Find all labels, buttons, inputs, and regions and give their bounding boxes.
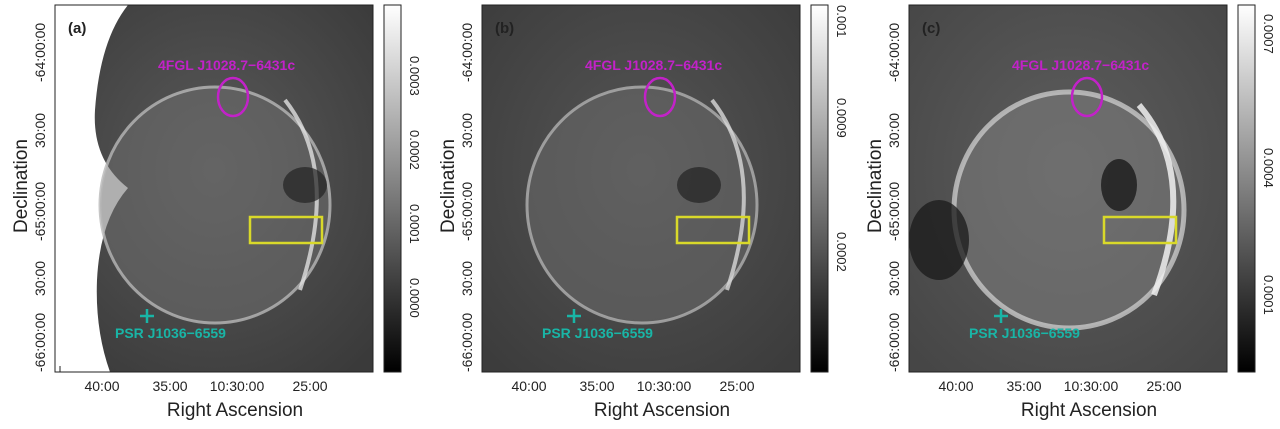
y-axis-label: Declination [11, 139, 32, 233]
panel-a-figure [54, 4, 402, 373]
dark-patch [1101, 159, 1137, 211]
panel-label: (b) [495, 20, 515, 37]
y-tick: -65:00:00 [459, 181, 475, 241]
dark-region [909, 200, 969, 280]
gamma-source-label: 4FGL J1028.7−6431c [1012, 57, 1150, 73]
x-tick: 35:00 [152, 378, 188, 394]
x-tick: 25:00 [292, 378, 328, 394]
region-box [1102, 215, 1178, 245]
x-tick: 40:00 [511, 378, 547, 394]
colorbar-tick: 0.0004 [1261, 148, 1276, 188]
y-axis-label: Declination [865, 139, 886, 233]
gamma-source-label: 4FGL J1028.7−6431c [585, 57, 723, 73]
y-tick: -66:00:00 [459, 312, 475, 372]
colorbar [1237, 4, 1256, 373]
panel-b: (b) 4FGL J1028.7−6431c PSR J1036−6559 De… [427, 0, 853, 429]
colorbar-tick: 0.0003 [407, 56, 422, 96]
x-tick: 40:00 [938, 378, 974, 394]
gamma-source-ellipse [643, 76, 677, 118]
x-tick: 10:30:00 [636, 378, 692, 394]
panel-b-figure [481, 4, 829, 373]
region-box [248, 215, 324, 245]
y-tick: 30:00 [459, 112, 475, 148]
y-tick: -64:00:00 [459, 22, 475, 82]
y-tick: 30:00 [32, 260, 48, 296]
y-tick: -64:00:00 [32, 22, 48, 82]
dark-patch [283, 167, 327, 203]
colorbar-tick: 0.0009 [834, 98, 849, 138]
remnant-shell [100, 87, 330, 323]
dark-patch [677, 167, 721, 203]
y-tick: 30:00 [886, 260, 902, 296]
colorbar [383, 4, 402, 373]
colorbar-tick: 0.0001 [1261, 275, 1276, 315]
colorbar-tick: 0.0000 [407, 278, 422, 318]
x-axis-label: Right Ascension [1020, 400, 1158, 421]
panel-label: (a) [68, 20, 87, 37]
pulsar-marker [140, 309, 154, 323]
x-tick: 35:00 [579, 378, 615, 394]
remnant-rim [98, 85, 332, 325]
pulsar-marker [994, 309, 1008, 323]
x-axis-label: Right Ascension [593, 400, 731, 421]
image-frame [481, 4, 801, 373]
x-tick: 10:30:00 [209, 378, 265, 394]
colorbar-tick: 0.001 [834, 5, 849, 38]
colorbar-tick: 0.0002 [407, 130, 422, 170]
gamma-source-ellipse [1070, 76, 1104, 118]
image-frame [54, 4, 374, 373]
x-tick: 10:30:00 [1063, 378, 1119, 394]
remnant-shell [954, 92, 1184, 328]
y-tick: 30:00 [459, 260, 475, 296]
x-axis-label: Right Ascension [166, 400, 304, 421]
y-tick: 30:00 [886, 112, 902, 148]
pulsar-label: PSR J1036−6559 [115, 325, 226, 341]
y-tick: -65:00:00 [32, 181, 48, 241]
y-axis-label: Declination [438, 139, 459, 233]
remnant-shell [527, 87, 757, 323]
colorbar-tick: 0.0007 [1261, 14, 1276, 54]
x-tick: 25:00 [719, 378, 755, 394]
gamma-source-ellipse [216, 76, 250, 118]
panel-c: (c) 4FGL J1028.7−6431c PSR J1036−6559 De… [854, 0, 1280, 429]
remnant-rim [525, 85, 759, 325]
x-tick: 25:00 [1146, 378, 1182, 394]
y-tick: -66:00:00 [886, 312, 902, 372]
region-box [675, 215, 751, 245]
pulsar-marker [567, 309, 581, 323]
gamma-source-label: 4FGL J1028.7−6431c [158, 57, 296, 73]
colorbar [810, 4, 829, 373]
no-coverage-region [55, 5, 128, 372]
x-tick: 35:00 [1006, 378, 1042, 394]
colorbar-tick: 0.0002 [834, 232, 849, 272]
colorbar-tick: 0.0001 [407, 204, 422, 244]
image-frame [908, 4, 1228, 373]
pulsar-label: PSR J1036−6559 [969, 325, 1080, 341]
y-tick: -65:00:00 [886, 181, 902, 241]
pulsar-label: PSR J1036−6559 [542, 325, 653, 341]
bright-filament [710, 98, 746, 291]
y-tick: -64:00:00 [886, 22, 902, 82]
panel-a: (a) 4FGL J1028.7−6431c PSR J1036−6559 De… [0, 0, 426, 429]
panel-c-figure [908, 4, 1256, 373]
x-tick: 40:00 [84, 378, 120, 394]
panel-label: (c) [922, 20, 941, 37]
bright-filament [1136, 103, 1177, 297]
y-tick: 30:00 [32, 112, 48, 148]
y-tick: -66:00:00 [32, 312, 48, 372]
